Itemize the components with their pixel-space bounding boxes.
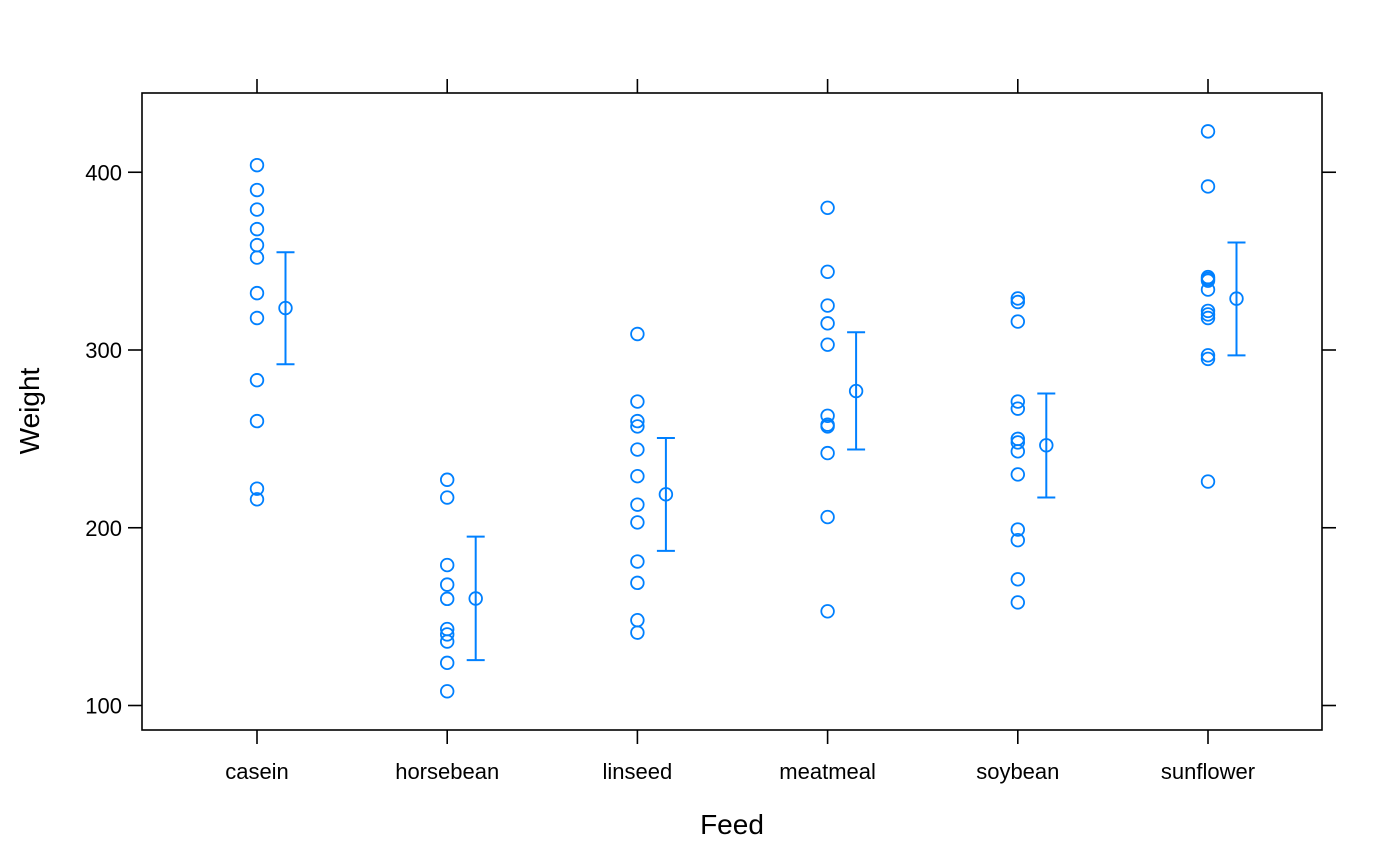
y-tick-label: 300 <box>85 338 122 363</box>
observation-point <box>1010 294 1026 310</box>
observation-point <box>1010 435 1026 450</box>
observation-point <box>820 200 835 216</box>
axis-ticks: 100 200 300 400 casein horsebean linseed meatme… <box>85 79 1336 784</box>
observation-point <box>1010 291 1026 306</box>
mean-point <box>1039 438 1054 453</box>
y-tick-label: 100 <box>85 694 122 719</box>
observation-point <box>440 557 455 573</box>
x-tick-label: linseed <box>603 759 673 784</box>
observation-point <box>1200 273 1216 288</box>
observation-point <box>630 326 645 342</box>
x-tick-label: sunflower <box>1161 759 1255 784</box>
observation-point <box>1200 348 1216 363</box>
observation-point <box>1200 282 1216 297</box>
observation-point <box>249 182 265 198</box>
observation-point <box>1200 179 1216 194</box>
observation-point <box>249 481 265 496</box>
observation-point <box>440 684 455 699</box>
observation-point <box>249 310 265 326</box>
observation-point <box>630 442 645 457</box>
y-axis-title: Weight <box>14 367 45 454</box>
observation-point <box>820 604 835 619</box>
observation-point <box>1010 572 1026 587</box>
observation-point <box>1200 124 1216 139</box>
observation-point <box>1010 314 1026 329</box>
observation-point <box>1010 394 1026 409</box>
observation-point <box>630 469 645 484</box>
observation-point <box>630 625 645 640</box>
observation-point <box>249 285 265 301</box>
observation-point <box>820 316 835 331</box>
observation-point <box>440 591 455 607</box>
observation-point <box>1200 307 1216 322</box>
observation-point <box>249 237 265 253</box>
y-tick-label: 200 <box>85 516 122 541</box>
observation-point <box>820 298 835 313</box>
observation-point <box>1010 467 1026 482</box>
mean-point <box>658 487 674 502</box>
observation-point <box>630 575 645 591</box>
observation-point <box>249 157 265 173</box>
observation-point <box>1010 401 1026 416</box>
x-tick-label: meatmeal <box>779 759 876 784</box>
observation-point <box>440 627 455 642</box>
x-tick-label: soybean <box>976 759 1059 784</box>
observation-point <box>249 492 265 507</box>
observation-point <box>440 577 455 592</box>
observation-point <box>249 221 265 237</box>
observation-point <box>1200 474 1216 489</box>
observation-point <box>440 472 455 487</box>
y-tick-label: 400 <box>85 160 122 185</box>
observation-point <box>820 408 835 423</box>
observation-point <box>1010 532 1026 548</box>
observation-point <box>630 497 645 512</box>
observation-point <box>630 413 645 429</box>
observation-point <box>820 264 835 279</box>
observation-point <box>249 250 265 265</box>
observation-point <box>1200 310 1216 326</box>
data-marks <box>249 124 1246 699</box>
observation-point <box>820 445 835 461</box>
observation-point <box>1200 303 1216 319</box>
observation-point <box>249 202 265 217</box>
plot-frame <box>141 92 1323 731</box>
observation-point <box>1010 595 1026 610</box>
observation-point <box>249 373 265 388</box>
mean-point <box>468 591 483 606</box>
mean-point <box>848 383 864 399</box>
observation-point <box>440 655 455 671</box>
x-tick-label: horsebean <box>395 759 499 784</box>
observation-point <box>820 337 835 352</box>
observation-point <box>820 509 835 525</box>
observation-point <box>630 394 645 409</box>
observation-point <box>1010 444 1026 459</box>
x-tick-label: casein <box>225 759 289 784</box>
observation-point <box>630 612 645 628</box>
observation-point <box>630 515 645 530</box>
observation-point <box>1010 522 1026 537</box>
observation-point <box>440 634 455 649</box>
observation-point <box>249 413 265 429</box>
x-axis-title: Feed <box>700 809 764 840</box>
mean-point <box>1229 291 1244 306</box>
observation-point <box>630 554 645 569</box>
observation-point <box>1200 351 1216 367</box>
observation-point <box>820 419 835 434</box>
observation-point <box>440 490 455 505</box>
observation-point <box>630 419 645 434</box>
mean-point <box>278 300 293 316</box>
